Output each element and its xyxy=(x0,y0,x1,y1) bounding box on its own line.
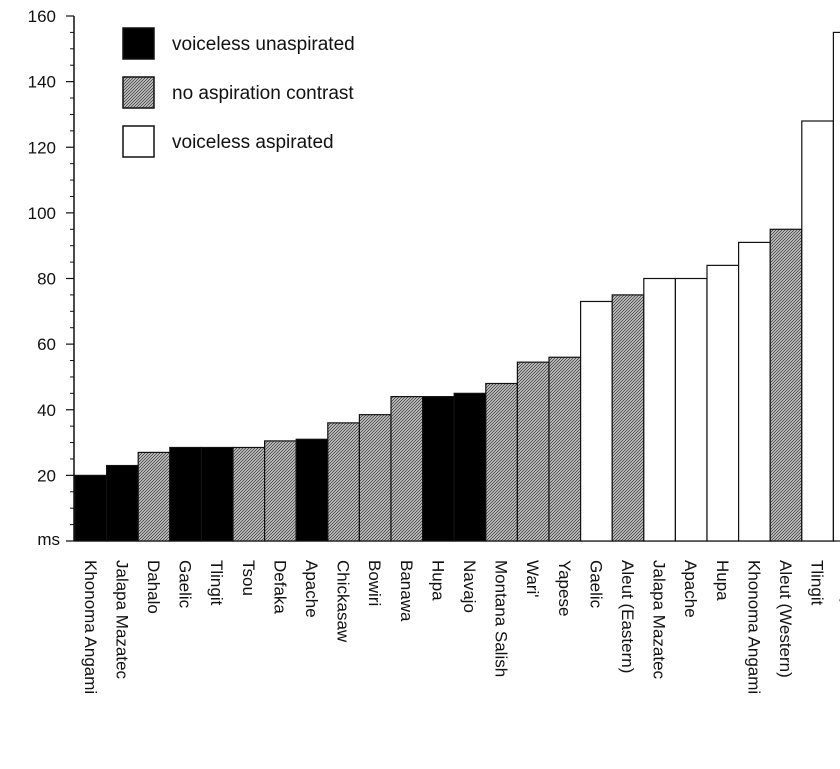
category-label: Tsou xyxy=(239,560,258,596)
bar xyxy=(422,396,455,542)
category-labels: Khonoma Angami Jalapa Mazatec Dahalo Gaelic… xyxy=(81,560,840,694)
bar xyxy=(579,300,613,542)
category-label: Wari' xyxy=(523,560,542,598)
category-label: Jalapa Mazatec xyxy=(650,560,669,680)
category-label: Tlingit xyxy=(207,560,226,606)
category-label: Chickasaw xyxy=(334,560,353,643)
y-tick-label: 60 xyxy=(37,335,56,354)
bar xyxy=(485,382,518,542)
bar xyxy=(801,120,834,542)
category-label: Tlingit xyxy=(808,560,827,606)
bar xyxy=(706,264,740,542)
category-label: Dahalo xyxy=(144,560,163,614)
y-tick-label: 40 xyxy=(37,401,56,420)
category-label: Apache xyxy=(681,560,700,618)
y-axis-unit-label: ms xyxy=(37,530,60,549)
bar xyxy=(264,440,297,542)
bar xyxy=(105,464,139,542)
category-label: Khonoma Angami xyxy=(81,560,100,694)
category-label: Aleut (Eastern) xyxy=(618,560,637,673)
category-label: Defaka xyxy=(270,560,289,614)
category-label: Gaelic xyxy=(586,560,605,609)
bar xyxy=(295,438,329,542)
y-tick-label: 140 xyxy=(28,73,56,92)
legend-swatch xyxy=(122,27,155,60)
legend: voiceless unaspirated no aspiration contr… xyxy=(122,27,355,158)
bar xyxy=(611,294,645,542)
bar xyxy=(548,356,582,542)
category-label: Bowiri xyxy=(365,560,384,606)
bar xyxy=(832,31,840,542)
y-tick-label: 160 xyxy=(28,7,56,26)
legend-swatch xyxy=(122,76,155,109)
category-label: Jalapa Mazatec xyxy=(112,560,131,680)
bar xyxy=(769,228,803,542)
bar xyxy=(327,422,360,542)
category-label: Yapese xyxy=(555,560,574,616)
bar xyxy=(516,361,550,542)
bar xyxy=(74,474,108,542)
y-tick-label: 120 xyxy=(28,138,56,157)
category-label: Montana Salish xyxy=(492,560,511,677)
bar xyxy=(674,277,708,542)
category-label: Hupa xyxy=(713,560,732,601)
legend-label: no aspiration contrast xyxy=(172,83,354,104)
category-label: Apache xyxy=(302,560,321,618)
y-tick-label: 80 xyxy=(37,270,56,289)
bar xyxy=(200,446,234,542)
y-tick-label: 100 xyxy=(28,204,56,223)
category-label: Navajo xyxy=(460,560,479,613)
category-label: Khonoma Angami xyxy=(744,560,763,694)
category-label: Hupa xyxy=(428,560,447,601)
bar xyxy=(453,392,487,542)
bar xyxy=(137,451,171,542)
bar xyxy=(358,414,392,542)
bar xyxy=(390,396,424,542)
bars xyxy=(74,31,840,542)
y-tick-label: 20 xyxy=(37,466,56,485)
bar xyxy=(737,241,771,542)
bar xyxy=(232,446,266,542)
category-label: Aleut (Western) xyxy=(776,560,795,678)
category-label: Banawa xyxy=(397,560,416,622)
bar xyxy=(169,446,203,542)
category-label: Gaelic xyxy=(176,560,195,609)
legend-label: voiceless aspirated xyxy=(172,132,334,153)
legend-label: voiceless unaspirated xyxy=(172,34,355,55)
legend-swatch xyxy=(122,125,155,158)
bar xyxy=(643,277,676,542)
